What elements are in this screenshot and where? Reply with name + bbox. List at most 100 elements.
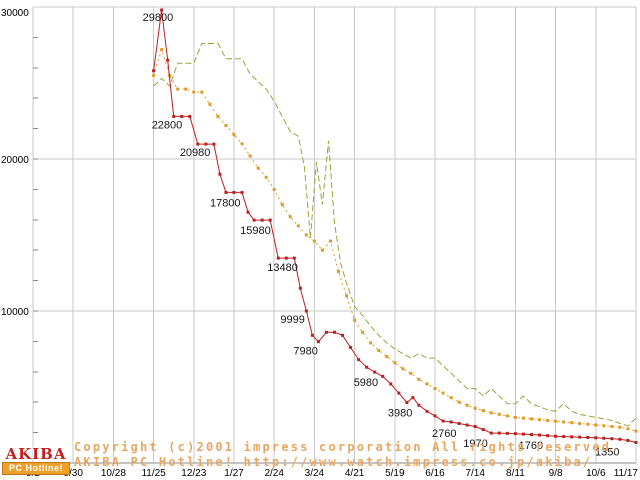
series-max-price (153, 43, 637, 427)
min-price-marker (304, 309, 308, 313)
min-price-marker (626, 439, 630, 443)
avg-price-marker (457, 400, 461, 404)
avg-price-marker (481, 409, 485, 413)
x-axis-label: 9/30 (63, 468, 83, 479)
min-price-marker (457, 421, 461, 425)
min-price-marker (276, 256, 280, 260)
min-price-marker (441, 419, 445, 423)
min-price-marker (212, 142, 216, 146)
avg-price-marker (578, 421, 582, 425)
avg-price-marker (433, 387, 437, 391)
min-price-marker (425, 409, 429, 413)
min-price-marker (433, 414, 437, 418)
price-label: 17800 (210, 197, 241, 209)
x-axis-label: 12/23 (181, 468, 206, 479)
min-price-marker (411, 396, 415, 400)
avg-price-marker (521, 416, 525, 420)
min-price-marker (465, 423, 469, 427)
akiba-logo-text: AKIBA (5, 445, 67, 463)
avg-price-marker (232, 133, 236, 137)
min-price-marker (180, 114, 184, 118)
min-price-marker (365, 365, 369, 369)
x-axis-label: 10/28 (101, 468, 126, 479)
avg-price-marker (328, 239, 332, 243)
akiba-pc-hotline-logo: AKIBA PC Hotline! (2, 447, 70, 475)
avg-price-marker (353, 318, 357, 322)
copyright-line: Copyright (c)2001 impress corporation Al… (74, 440, 621, 454)
avg-price-marker (361, 330, 365, 334)
min-price-marker (349, 345, 353, 349)
x-axis-label: 5/19 (385, 468, 405, 479)
price-label: 9999 (280, 314, 304, 326)
x-axis-label: 8/11 (506, 468, 525, 479)
avg-price-marker (248, 154, 252, 158)
min-price-marker (298, 286, 302, 290)
avg-price-marker (562, 420, 566, 424)
avg-price-marker (417, 377, 421, 381)
avg-price-marker (489, 411, 493, 415)
x-axis-label: 9/8 (549, 468, 563, 479)
avg-price-marker (449, 396, 453, 400)
y-axis-label: 20000 (1, 155, 29, 166)
min-price-marker (473, 425, 477, 429)
min-price-marker (554, 434, 558, 438)
price-label: 2760 (432, 428, 456, 440)
avg-price-marker (586, 422, 590, 426)
min-price-marker (397, 391, 401, 395)
min-price-marker (578, 435, 582, 439)
avg-price-marker (240, 142, 244, 146)
x-axis-label: 6/16 (425, 468, 445, 479)
avg-price-marker (570, 421, 574, 425)
price-label: 5980 (354, 377, 378, 389)
min-price-marker (240, 190, 244, 194)
min-price-marker (570, 435, 574, 439)
min-price-marker (405, 401, 409, 405)
min-price-marker (521, 432, 525, 436)
price-label: 1970 (463, 438, 487, 450)
min-price-marker (610, 437, 614, 441)
min-price-marker (292, 256, 296, 260)
min-price-marker (260, 218, 264, 222)
min-price-marker (284, 256, 288, 260)
min-price-marker (505, 431, 509, 435)
avg-price-marker (312, 239, 316, 243)
avg-price-marker (546, 418, 550, 422)
x-axis-label: 11/17 (614, 468, 639, 479)
avg-price-marker (465, 403, 469, 407)
x-axis-label: 7/14 (465, 468, 485, 479)
price-label: 22800 (152, 119, 183, 131)
copyright-watermark: Copyright (c)2001 impress corporation Al… (74, 440, 621, 470)
min-price-marker (204, 142, 208, 146)
min-price-marker (196, 142, 200, 146)
avg-price-marker (393, 361, 397, 365)
avg-price-marker (554, 419, 558, 423)
min-price-marker (310, 333, 314, 337)
avg-price-marker (425, 382, 429, 386)
min-price-marker (341, 333, 345, 337)
avg-price-marker (176, 87, 180, 91)
min-price-marker (160, 8, 164, 12)
min-price-marker (602, 436, 606, 440)
avg-price-marker (618, 425, 622, 429)
min-price-marker (268, 218, 272, 222)
avg-price-marker (626, 427, 630, 431)
avg-price-marker (152, 73, 156, 77)
min-price-marker (218, 172, 222, 176)
min-price-marker (232, 190, 236, 194)
x-axis-label: 2/24 (264, 468, 284, 479)
avg-price-marker (505, 414, 509, 418)
min-price-marker (252, 218, 256, 222)
min-price-marker (481, 428, 485, 432)
avg-price-marker (272, 187, 276, 191)
avg-price-marker (200, 90, 204, 94)
avg-price-marker (409, 371, 413, 375)
avg-price-marker (216, 114, 220, 118)
price-label: 15980 (240, 225, 271, 237)
site-url-line: AKIBA PC Hotline! http://www.watch.impre… (74, 455, 593, 469)
min-price-marker (324, 330, 328, 334)
price-label: 13480 (267, 262, 298, 274)
y-axis-label: 10000 (1, 307, 29, 318)
min-price-marker (316, 340, 320, 344)
avg-price-marker (497, 412, 501, 416)
